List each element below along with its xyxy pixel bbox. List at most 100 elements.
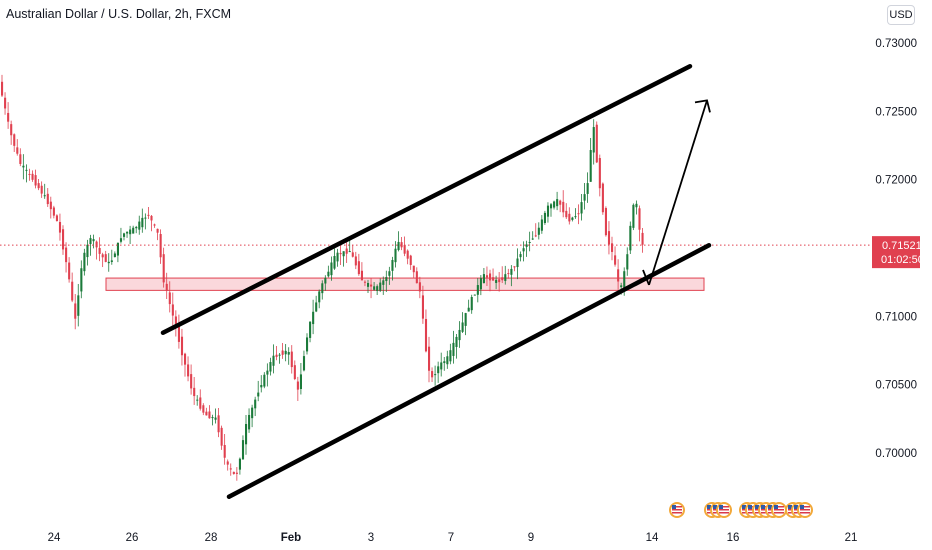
- candle-body: [196, 399, 199, 401]
- candle-body: [162, 254, 165, 283]
- support-zone: [105, 277, 705, 291]
- currency-selector[interactable]: USD: [887, 5, 915, 25]
- candle-body: [153, 224, 156, 226]
- candle-body: [482, 274, 485, 284]
- chart-title: Australian Dollar / U.S. Dollar, 2h, FXC…: [6, 7, 232, 21]
- candle-body: [540, 219, 543, 231]
- candle-body: [342, 251, 345, 257]
- candle-body: [601, 183, 604, 213]
- event-flag-icon[interactable]: [771, 502, 787, 518]
- candle-body: [107, 261, 110, 264]
- candle-body: [595, 124, 598, 163]
- candle-body: [83, 252, 86, 272]
- candle-body: [40, 185, 43, 194]
- candle-body: [95, 241, 98, 248]
- candle-body: [254, 399, 257, 409]
- candle-body: [235, 472, 238, 474]
- candle-body: [330, 262, 333, 276]
- candle-body: [49, 201, 52, 210]
- candle-body: [373, 286, 376, 290]
- candle-body: [409, 255, 412, 265]
- candle-body: [382, 280, 385, 285]
- candle-body: [351, 252, 354, 257]
- candle-body: [498, 279, 501, 283]
- candle-body: [98, 247, 101, 254]
- candle-body: [604, 208, 607, 236]
- candle-body: [10, 124, 13, 136]
- candle-body: [46, 193, 49, 205]
- y-tick-label: 0.72000: [875, 175, 917, 187]
- candle-body: [168, 292, 171, 305]
- candle-body: [638, 208, 641, 230]
- candle-body: [129, 229, 132, 235]
- candle-body: [336, 252, 339, 262]
- candle-body: [37, 183, 40, 189]
- event-flag-icon[interactable]: [716, 502, 732, 518]
- candle-body: [501, 277, 504, 281]
- candle-body: [623, 271, 626, 291]
- candle-body: [184, 353, 187, 365]
- candle-body: [458, 329, 461, 341]
- candle-body: [397, 241, 400, 251]
- candle-body: [165, 283, 168, 291]
- candle-body: [25, 169, 28, 171]
- candle-body: [577, 213, 580, 215]
- candle-body: [360, 270, 363, 281]
- candle-body: [464, 313, 467, 326]
- candle-body: [357, 261, 360, 275]
- candle-body: [525, 244, 528, 247]
- candle-body: [55, 215, 58, 222]
- candle-body: [260, 384, 263, 388]
- candle-body: [238, 458, 241, 470]
- candle-body: [507, 273, 510, 275]
- candle-body: [141, 217, 144, 228]
- x-tick-label: 14: [646, 532, 659, 544]
- candle-body: [19, 154, 22, 164]
- candle-body: [229, 468, 232, 470]
- event-flag-icon[interactable]: [797, 502, 813, 518]
- candle-body: [614, 255, 617, 265]
- candle-body: [62, 229, 65, 250]
- candle-body: [470, 297, 473, 311]
- candle-body: [290, 351, 293, 368]
- candle-body: [43, 195, 46, 197]
- candle-body: [504, 274, 507, 281]
- candle-body: [367, 283, 370, 287]
- candle-body: [455, 336, 458, 347]
- candle-body: [553, 201, 556, 208]
- candle-body: [611, 243, 614, 252]
- candle-body: [7, 112, 10, 122]
- candle-body: [257, 392, 260, 397]
- candle-body: [479, 278, 482, 290]
- y-tick-label: 0.71000: [875, 311, 917, 323]
- candle-body: [424, 318, 428, 352]
- candle-body: [434, 374, 437, 376]
- candle-body: [199, 397, 202, 409]
- candle-body: [592, 127, 595, 153]
- candle-body: [248, 414, 251, 430]
- candle-body: [421, 295, 424, 319]
- candle-body: [315, 302, 318, 312]
- x-tick-label: 28: [205, 532, 218, 544]
- candle-body: [80, 268, 83, 292]
- candle-body: [296, 381, 299, 390]
- candle-body: [223, 444, 226, 458]
- candle-body: [187, 364, 190, 377]
- projection-arrow-line: [648, 100, 708, 286]
- candle-body: [171, 304, 174, 316]
- candle-body: [104, 254, 107, 262]
- candle-body: [77, 295, 80, 316]
- candle-body: [559, 200, 562, 205]
- event-flag-icon[interactable]: [669, 502, 685, 518]
- candle-body: [119, 238, 123, 242]
- candle-body: [531, 238, 534, 240]
- candle-body: [333, 256, 336, 269]
- x-tick-label: 9: [528, 532, 534, 544]
- candle-body: [440, 362, 443, 370]
- candle-body: [312, 311, 315, 325]
- candle-body: [629, 225, 632, 251]
- candle-body: [495, 279, 498, 283]
- candle-body: [159, 234, 162, 258]
- candle-body: [89, 238, 92, 244]
